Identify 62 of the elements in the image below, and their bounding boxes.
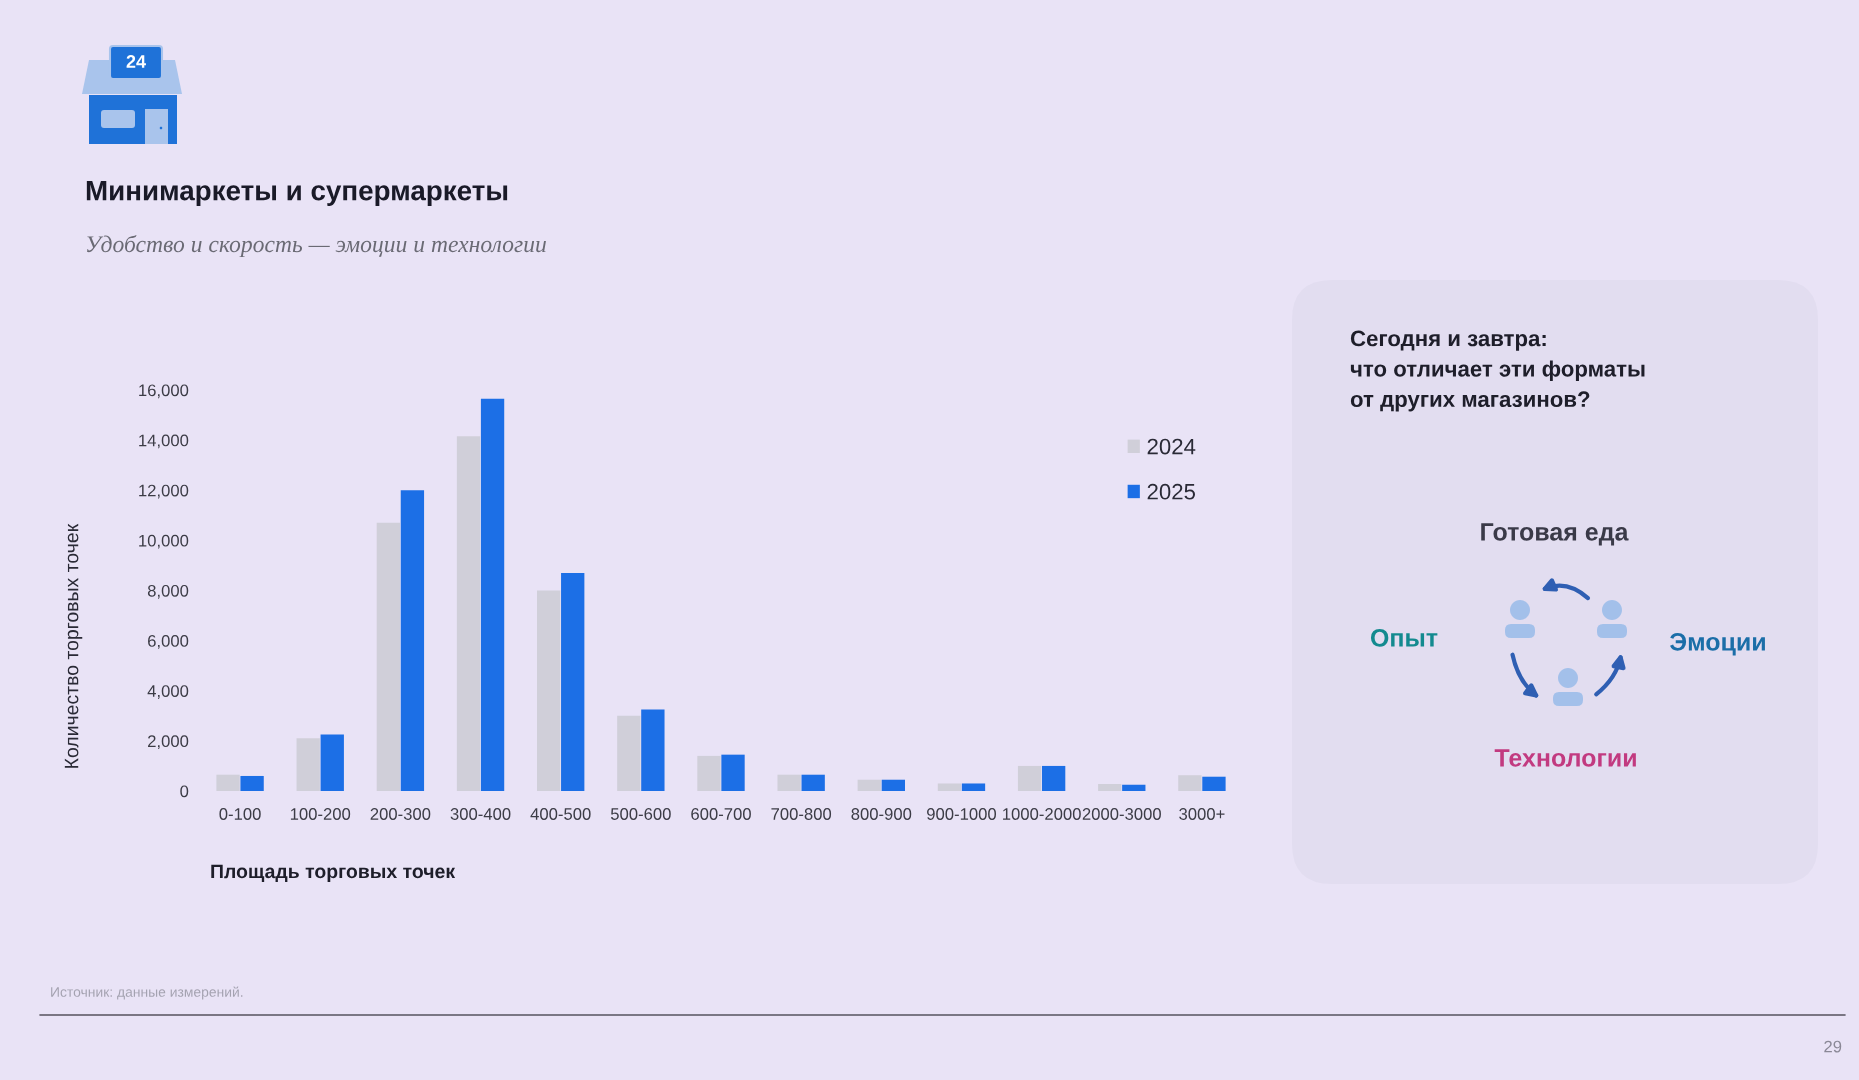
x-tick-label: 300-400 (450, 808, 511, 820)
x-tick-label: 100-200 (290, 808, 351, 820)
y-tick-label: 4,000 (147, 685, 189, 699)
bar (1122, 784, 1146, 791)
bar (537, 590, 561, 791)
bar (881, 779, 905, 791)
y-tick-label: 10,000 (139, 534, 189, 549)
bar (240, 775, 264, 791)
legend-label: 2024 (1147, 438, 1196, 455)
bar (1178, 775, 1202, 791)
bar (480, 398, 505, 791)
y-axis-title: Количество торговых точек (64, 523, 83, 768)
y-tick-label: 2,000 (148, 735, 189, 750)
y-tick-label: 14,000 (139, 434, 189, 449)
bar (320, 734, 344, 791)
x-tick-label: 900-1000 (927, 808, 997, 820)
text: Эмоции (1670, 633, 1765, 656)
text: Источник: данные измерений. (51, 986, 243, 1000)
bar (561, 572, 585, 791)
x-tick-label: 3000+ (1179, 808, 1225, 820)
bar (641, 709, 665, 791)
bar (697, 755, 721, 791)
y-tick-label: 8,000 (147, 584, 189, 599)
x-tick-label: 0-100 (219, 808, 261, 820)
bar (400, 490, 425, 791)
bar (721, 754, 745, 791)
x-tick-label: 800-900 (851, 808, 912, 820)
legend-label: 2025 (1147, 483, 1196, 500)
bar (777, 774, 801, 791)
text: 24 (126, 55, 146, 68)
x-tick-label: 1000-2000 (1003, 808, 1081, 820)
bar (937, 783, 962, 791)
text: 29 (1824, 1040, 1842, 1053)
text: Опыт (1370, 629, 1438, 647)
bar (961, 783, 986, 791)
x-tick-label: 600-700 (691, 808, 751, 820)
y-tick-label: 16,000 (139, 384, 189, 399)
bar (1017, 765, 1042, 791)
chart-title: Минимаркеты и супермаркеты (86, 181, 508, 206)
bar (617, 715, 641, 791)
bar (296, 738, 320, 791)
x-tick-label: 400-500 (530, 808, 591, 820)
x-tick-label: 2000-3000 (1082, 808, 1161, 820)
bar (456, 436, 481, 791)
bar (1098, 783, 1122, 791)
x-axis-title: Площадь торговых точек (211, 864, 456, 883)
y-tick-label: 6,000 (148, 635, 189, 649)
bar (1202, 776, 1226, 791)
x-tick-label: 500-600 (610, 808, 671, 820)
bar (857, 779, 881, 791)
x-tick-label: 700-800 (771, 808, 832, 820)
y-tick-label: 12,000 (139, 484, 189, 499)
bar (216, 774, 240, 791)
text: Готовая еда (1481, 523, 1629, 546)
x-tick-label: 200-300 (370, 808, 431, 820)
chart-subtitle: Удобство и скорость — эмоции и технологии (87, 235, 546, 257)
bar (1041, 765, 1066, 791)
bar (376, 522, 401, 791)
bar (801, 774, 825, 791)
y-tick-label: 0 (180, 785, 189, 798)
text: Технологии (1494, 749, 1636, 767)
text: Сегодня и завтра: что отличает эти форматы от других магазинов? (1350, 330, 1645, 412)
